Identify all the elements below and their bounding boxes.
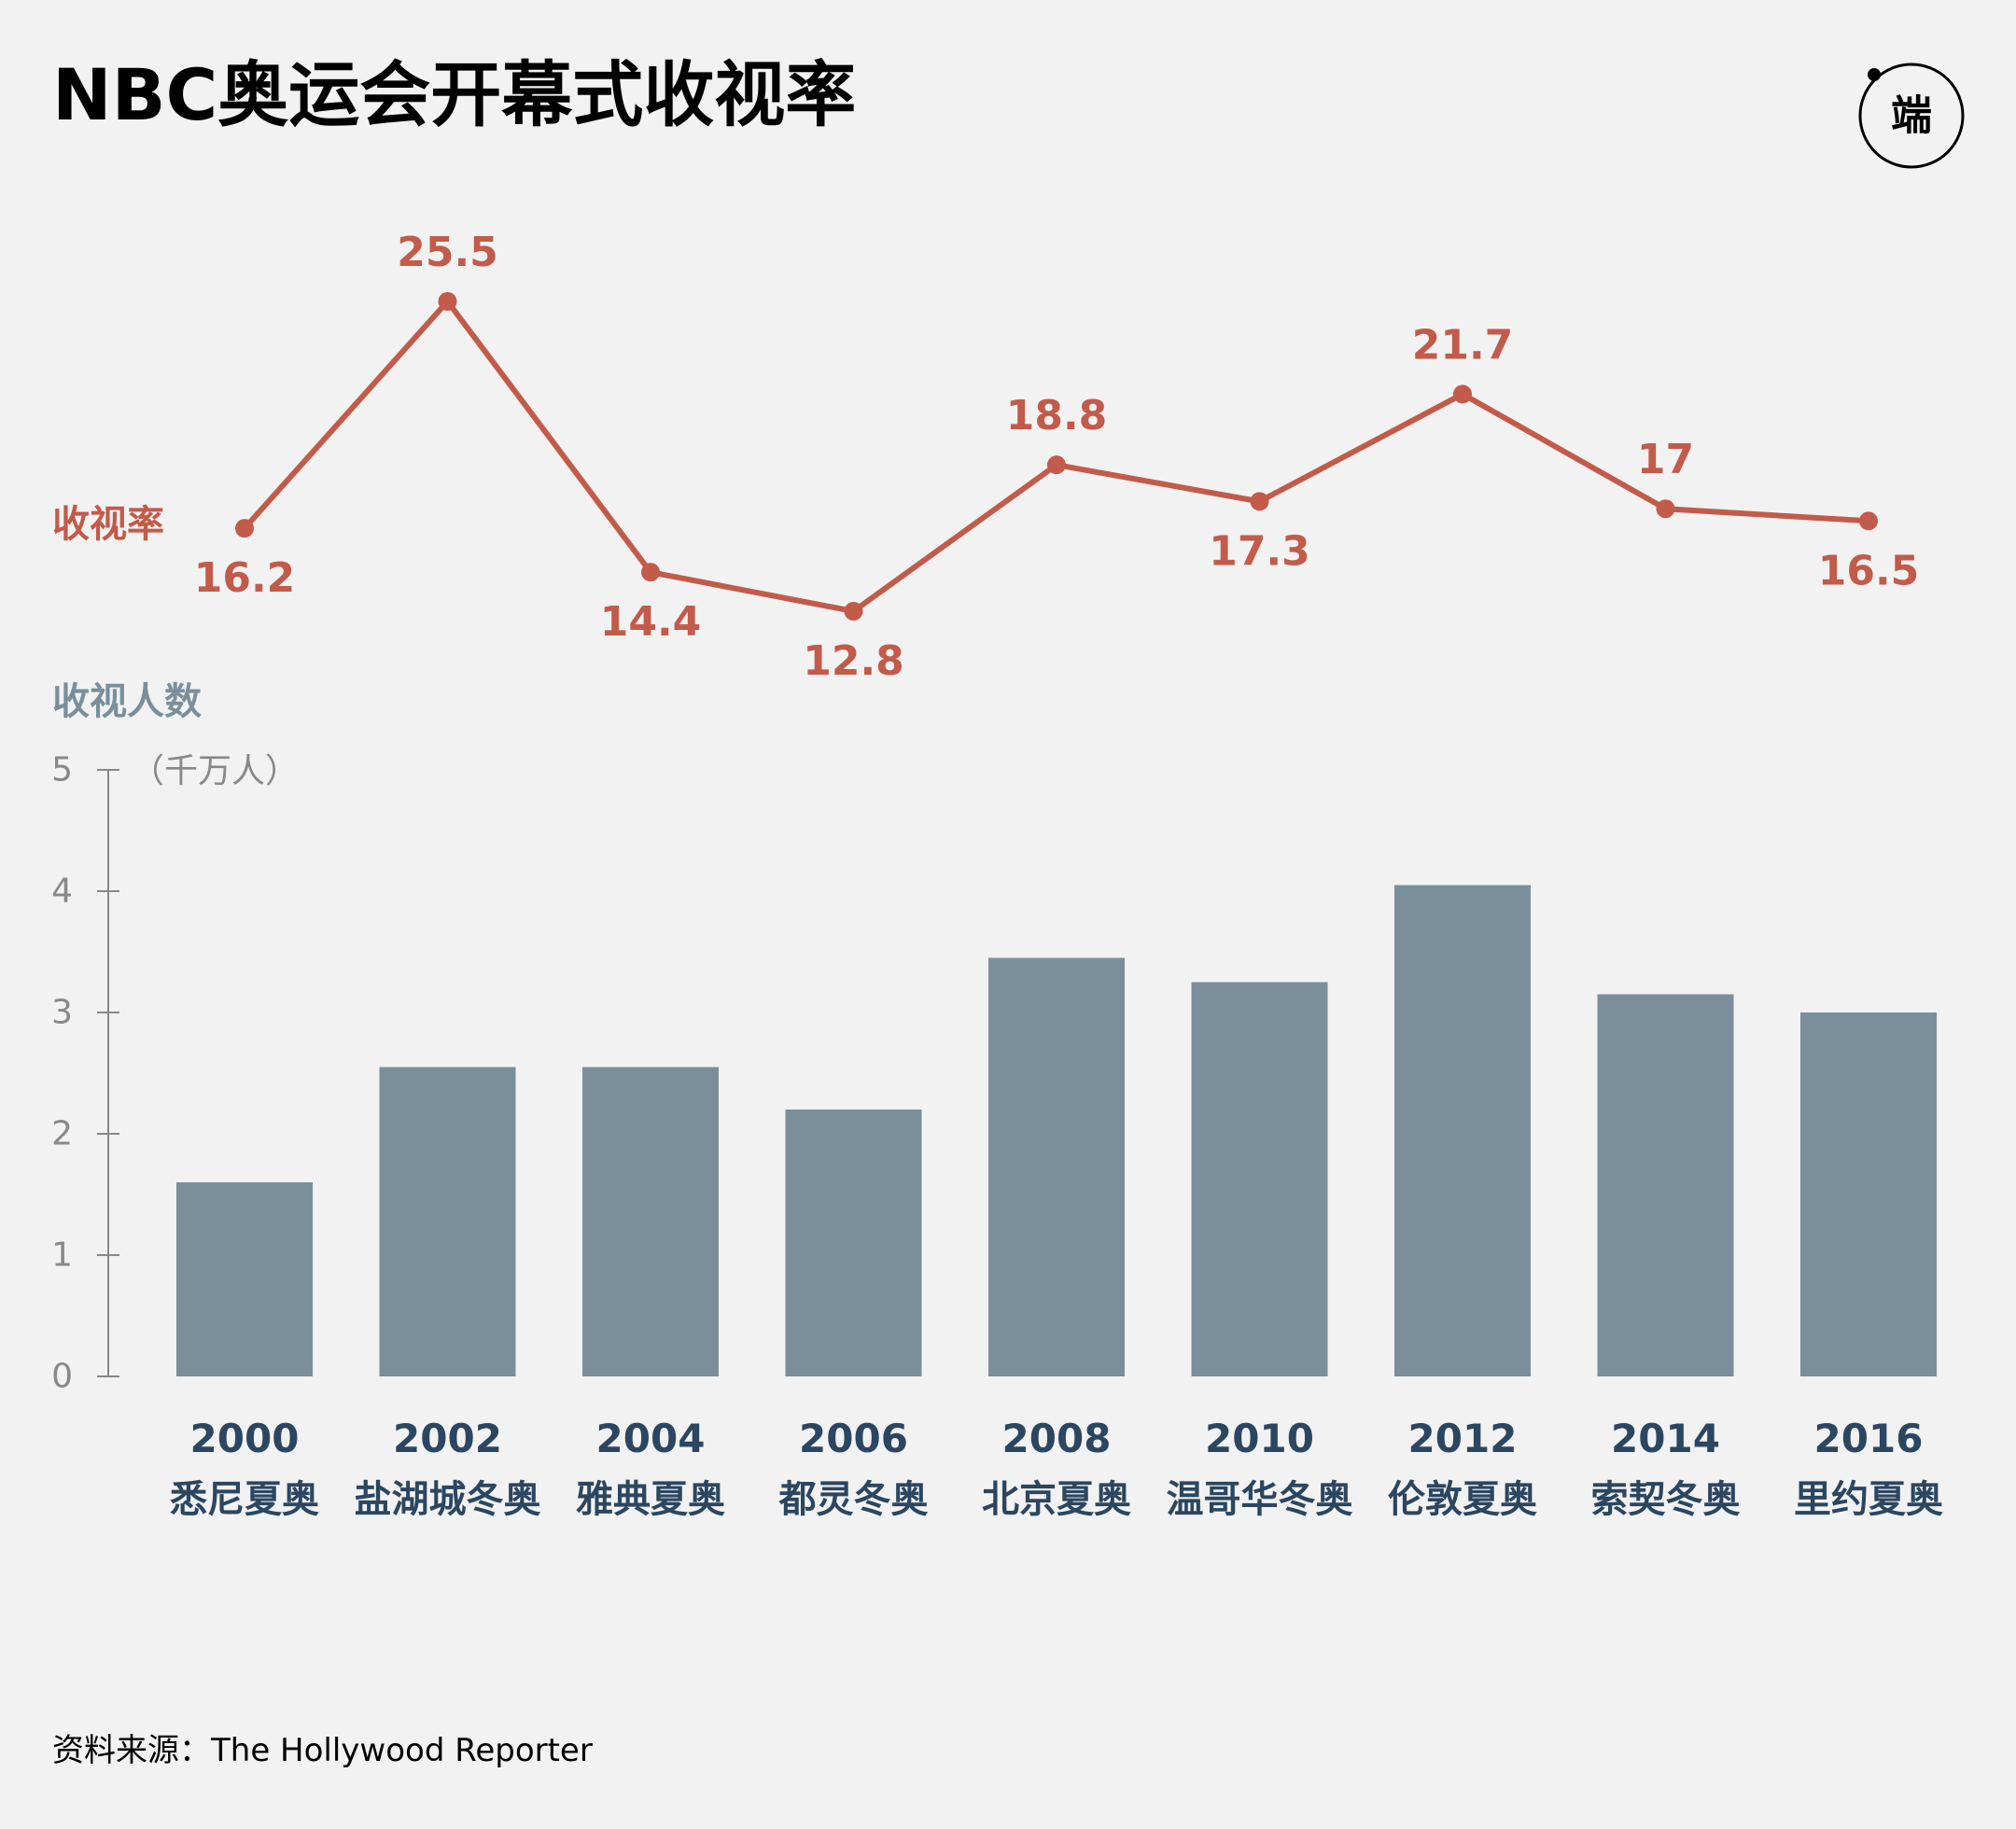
ratings-point-2002 <box>438 292 457 311</box>
x-label-event: 北京夏奥 <box>982 1478 1131 1521</box>
ratings-label: 18.8 <box>1006 392 1108 440</box>
bar-2008 <box>988 957 1125 1376</box>
ratings-point-2006 <box>844 602 863 621</box>
y-tick-label: 2 <box>51 1115 73 1153</box>
logo-text: 端 <box>1891 92 1932 140</box>
x-label-event: 里约夏奥 <box>1794 1478 1943 1521</box>
ratings-label: 25.5 <box>397 229 498 276</box>
source-note: 资料来源：The Hollywood Reporter <box>52 1732 593 1769</box>
x-label-year: 2010 <box>1205 1416 1314 1461</box>
viewers-y-axis: 0 1 2 3 4 5 <box>51 751 119 1396</box>
bar-2004 <box>582 1067 719 1376</box>
x-label-event: 盐湖城冬奥 <box>355 1478 541 1521</box>
ratings-label: 16.5 <box>1818 547 1920 594</box>
ratings-point-2016 <box>1859 511 1878 531</box>
line-ylabel: 收视率 <box>52 503 164 546</box>
x-label-year: 2006 <box>799 1416 908 1461</box>
x-label-event: 都灵冬奥 <box>778 1478 929 1521</box>
bar-2012 <box>1394 885 1531 1376</box>
ratings-point-2014 <box>1656 499 1675 519</box>
y-tick-label: 4 <box>51 873 73 911</box>
x-label-event: 雅典夏奥 <box>576 1478 725 1521</box>
ratings-label: 16.2 <box>194 554 296 602</box>
bar-2014 <box>1597 994 1734 1376</box>
chart-title: NBC奥运会开幕式收视率 <box>52 53 856 136</box>
bar-2000 <box>176 1182 313 1376</box>
ratings-point-2000 <box>235 519 254 538</box>
ratings-label: 17.3 <box>1209 527 1310 575</box>
y-tick-label: 0 <box>51 1358 73 1396</box>
x-label-year: 2004 <box>596 1416 706 1461</box>
x-label-year: 2016 <box>1814 1416 1924 1461</box>
bar-2010 <box>1191 982 1328 1376</box>
ratings-label: 21.7 <box>1412 321 1514 369</box>
ratings-label: 12.8 <box>803 637 904 685</box>
ratings-line-series: 16.2 25.5 14.4 12.8 18.8 17.3 21.7 17 16.5 <box>194 229 1920 685</box>
x-label-year: 2014 <box>1611 1416 1720 1461</box>
x-label-event: 悉尼夏奥 <box>170 1478 319 1521</box>
ratings-point-2004 <box>641 563 660 582</box>
y-tick-label: 1 <box>51 1236 73 1275</box>
x-label-year: 2012 <box>1408 1416 1518 1461</box>
ratings-label: 14.4 <box>600 598 702 646</box>
bar-2006 <box>785 1110 922 1376</box>
x-axis-labels: 2000 悉尼夏奥 2002 盐湖城冬奥 2004 雅典夏奥 2006 都灵冬奥 2008 北京夏… <box>170 1416 1943 1521</box>
y-tick-label: 5 <box>51 751 73 789</box>
x-label-event: 索契冬奥 <box>1591 1478 1741 1521</box>
ratings-point-2012 <box>1453 384 1472 404</box>
ratings-label: 17 <box>1637 436 1694 483</box>
x-label-year: 2002 <box>393 1416 502 1461</box>
x-label-event: 伦敦夏奥 <box>1388 1478 1537 1521</box>
x-label-year: 2008 <box>1002 1416 1112 1461</box>
bar-2002 <box>379 1067 516 1376</box>
ratings-point-2008 <box>1047 455 1066 475</box>
y-tick-label: 3 <box>51 994 73 1032</box>
logo-icon: 端 <box>1858 63 1965 169</box>
bar-unit-label: （千万人） <box>131 752 299 790</box>
x-label-event: 温哥华冬奥 <box>1167 1478 1353 1521</box>
bar-ylabel: 收视人数 <box>52 680 202 723</box>
viewers-bar-series <box>176 885 1937 1376</box>
ratings-point-2010 <box>1250 492 1269 511</box>
bar-2016 <box>1800 1012 1937 1376</box>
x-label-year: 2000 <box>190 1416 300 1461</box>
